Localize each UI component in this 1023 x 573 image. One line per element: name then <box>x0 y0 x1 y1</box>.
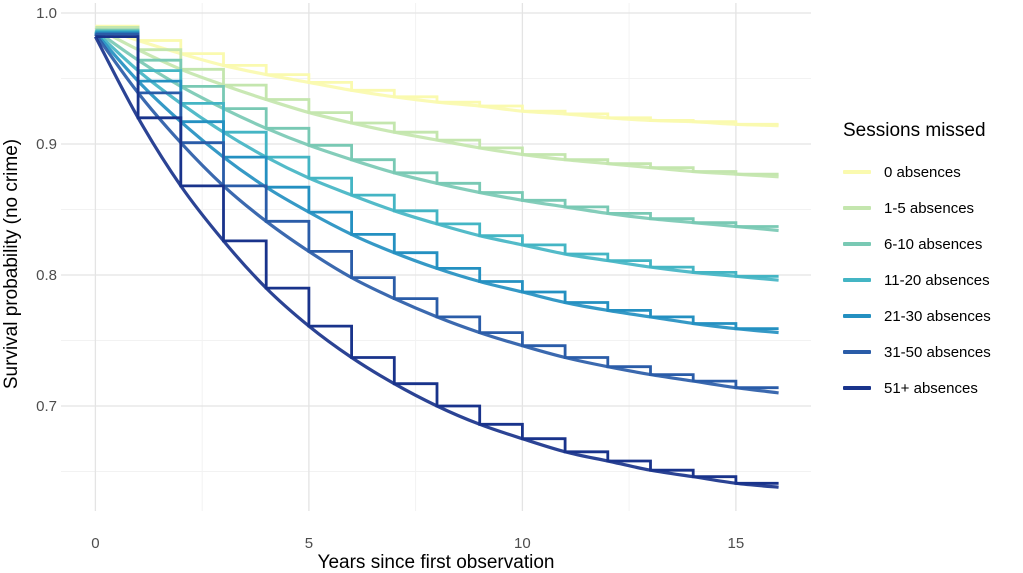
y-axis-title: Survival probability (no crime) <box>1 139 22 389</box>
tick-layer: 1.0 0.9 0.8 0.7 0 5 10 15 <box>36 5 744 552</box>
legend-key-line-icon <box>843 278 871 282</box>
legend-key-line-icon <box>843 242 871 246</box>
legend-item-label: 6-10 absences <box>884 235 983 253</box>
y-tick-label: 0.9 <box>36 136 57 153</box>
legend-item-11-20: 11-20 absences <box>843 262 1023 298</box>
legend-key-line-icon <box>843 350 871 354</box>
legend-item-1-5: 1-5 absences <box>843 190 1023 226</box>
legend-item-31-50: 31-50 absences <box>843 334 1023 370</box>
x-tick-label: 15 <box>728 535 745 552</box>
x-axis-title: Years since first observation <box>318 552 555 573</box>
step-curve-6-10 <box>95 28 779 228</box>
step-curve-31-50 <box>95 32 779 390</box>
step-curve-21-30 <box>95 31 779 331</box>
step-curve-11-20 <box>95 29 779 278</box>
legend: Sessions missed 0 absences 1-5 absences 6-… <box>843 120 1023 406</box>
legend-item-51plus: 51+ absences <box>843 370 1023 406</box>
step-curve-51plus <box>95 35 779 485</box>
x-tick-label: 5 <box>305 535 313 552</box>
legend-key-line-icon <box>843 170 871 174</box>
y-tick-label: 1.0 <box>36 5 57 22</box>
y-tick-label: 0.7 <box>36 398 57 415</box>
legend-key-line-icon <box>843 314 871 318</box>
x-tick-label: 0 <box>91 535 99 552</box>
legend-item-label: 11-20 absences <box>884 271 990 289</box>
step-curve-1-5 <box>95 26 779 176</box>
legend-key-line-icon <box>843 206 871 210</box>
legend-item-label: 21-30 absences <box>884 307 991 325</box>
x-tick-label: 10 <box>514 535 531 552</box>
smooth-curve-51plus <box>93 35 779 489</box>
legend-item-0: 0 absences <box>843 154 1023 190</box>
step-curve-0 <box>95 24 779 126</box>
legend-key-line-icon <box>843 386 871 390</box>
legend-items: 0 absences 1-5 absences 6-10 absences 11-20… <box>843 154 1023 406</box>
legend-item-label: 0 absences <box>884 163 961 181</box>
legend-item-label: 31-50 absences <box>884 343 991 361</box>
legend-item-label: 1-5 absences <box>884 199 975 217</box>
legend-item-21-30: 21-30 absences <box>843 298 1023 334</box>
curve-layer <box>93 24 779 489</box>
legend-title: Sessions missed <box>843 120 986 141</box>
y-tick-label: 0.8 <box>36 267 57 284</box>
legend-item-label: 51+ absences <box>884 379 978 397</box>
legend-item-6-10: 6-10 absences <box>843 226 1023 262</box>
